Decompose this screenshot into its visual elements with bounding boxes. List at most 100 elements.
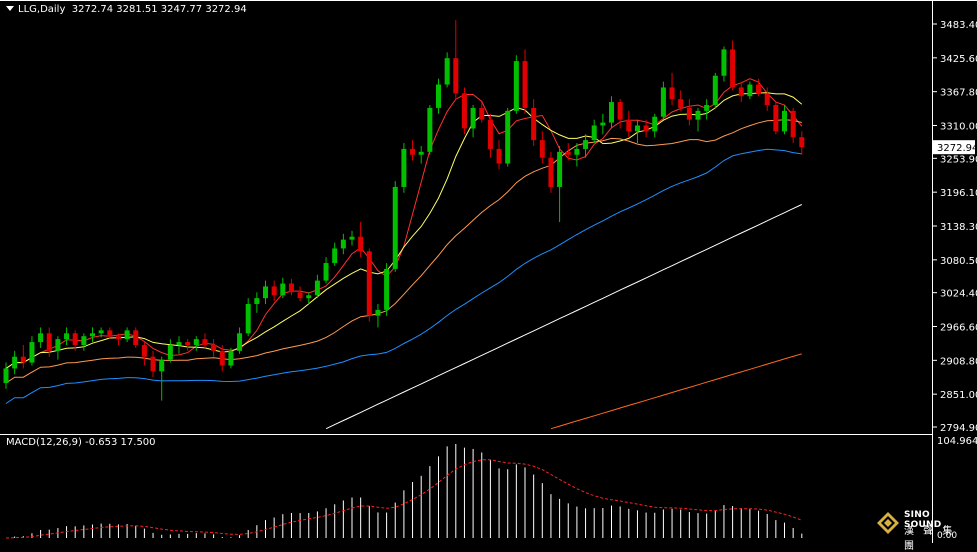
- candle-body: [124, 330, 130, 340]
- candle-body: [669, 87, 675, 100]
- candle-body: [721, 49, 727, 76]
- candle-body: [141, 344, 147, 357]
- candle-body: [695, 110, 701, 120]
- candle-body: [72, 333, 78, 345]
- candle-body: [185, 342, 191, 345]
- ma-white-line: [325, 204, 803, 430]
- price-tick-label: 3196.10: [940, 188, 977, 199]
- candle-body: [202, 339, 208, 345]
- candle-body: [418, 151, 424, 155]
- candle-body: [782, 110, 787, 132]
- candle-body: [332, 248, 338, 264]
- ma-yellow-line: [5, 92, 803, 369]
- candle-body: [358, 236, 364, 252]
- candle-body: [479, 107, 485, 120]
- candle-body: [64, 333, 70, 340]
- candle-body: [591, 125, 597, 141]
- candle-body: [548, 157, 554, 187]
- candle-body: [764, 93, 770, 106]
- candle-body: [704, 105, 710, 111]
- candle-body: [211, 344, 217, 351]
- candle-body: [513, 61, 519, 111]
- candle-body: [271, 286, 277, 296]
- candle-body: [384, 268, 390, 310]
- candle-body: [193, 339, 199, 345]
- price-tick-label: 2966.60: [940, 322, 977, 333]
- candle-body: [626, 119, 632, 132]
- candle-body: [496, 148, 502, 164]
- candle-body: [392, 186, 398, 269]
- candle-body: [505, 110, 511, 164]
- candle-body: [288, 283, 294, 293]
- chart-header: LLG,Daily 3272.74 3281.51 3247.77 3272.9…: [6, 4, 247, 15]
- candle-body: [150, 356, 156, 372]
- candle-body: [323, 263, 329, 281]
- candle-body: [609, 102, 614, 123]
- price-tick-label: 3367.80: [940, 88, 977, 99]
- candle-body: [487, 119, 493, 149]
- candle-body: [522, 61, 528, 108]
- candle-body: [799, 137, 805, 148]
- candle-body: [306, 295, 312, 299]
- price-tick-label: 3080.50: [940, 256, 977, 267]
- candle-body: [730, 49, 736, 88]
- symbol-label: LLG,Daily: [18, 4, 66, 15]
- candle-body: [790, 110, 796, 138]
- price-tick-label: 3138.30: [940, 222, 977, 233]
- price-tick-label: 3310.00: [940, 121, 977, 132]
- candle-body: [617, 102, 623, 120]
- candle-body: [634, 125, 640, 132]
- candle-body: [600, 122, 606, 126]
- candle-body: [159, 359, 165, 372]
- sino-sound-logo: SINO SOUND 漢 聲 集 團: [877, 508, 969, 552]
- candle-body: [55, 339, 61, 351]
- diamond-logo-icon: [877, 512, 899, 534]
- candle-body: [531, 107, 537, 141]
- candle-body: [297, 292, 303, 299]
- candle-body: [738, 87, 744, 97]
- current-price-label: 3272.94: [937, 143, 977, 154]
- candle-body: [314, 280, 320, 296]
- logo-name: SINO SOUND: [904, 510, 942, 530]
- candle-body: [29, 342, 35, 363]
- candle-body: [219, 350, 225, 366]
- candle-body: [340, 239, 346, 249]
- candle-body: [12, 356, 18, 369]
- candle-body: [470, 107, 476, 129]
- candle-body: [38, 333, 44, 343]
- candle-body: [366, 251, 372, 316]
- candle-body: [81, 336, 87, 345]
- candle-body: [263, 286, 268, 299]
- price-tick-label: 2851.00: [940, 390, 977, 401]
- candle-body: [427, 107, 433, 152]
- price-tick-label: 3483.40: [940, 20, 977, 31]
- ma-fast-line: [5, 78, 803, 369]
- price-tick-label: 2908.80: [940, 356, 977, 367]
- candle-body: [3, 368, 9, 384]
- candle-body: [453, 58, 459, 94]
- candle-body: [643, 125, 649, 132]
- candle-body: [107, 330, 113, 337]
- macd-axis-bottom: 0.00: [937, 531, 957, 541]
- candle-body: [280, 283, 286, 296]
- ohlc-readout: 3272.74 3281.51 3247.77 3272.94: [71, 4, 247, 15]
- candle-body: [410, 148, 416, 155]
- candle-body: [539, 140, 545, 158]
- candle-body: [652, 116, 658, 132]
- candle-body: [712, 75, 718, 106]
- candle-body: [115, 336, 121, 340]
- dropdown-triangle-icon[interactable]: [6, 6, 14, 11]
- candle-body: [167, 344, 173, 360]
- macd-axis-top: 104.964: [937, 436, 977, 447]
- candle-body: [583, 140, 589, 149]
- candle-body: [401, 148, 407, 187]
- candle-body: [565, 151, 571, 155]
- price-tick-label: 3425.60: [940, 54, 977, 65]
- candle-body: [574, 148, 580, 155]
- candle-body: [747, 84, 753, 97]
- ma-long-line: [550, 353, 802, 430]
- candle-body: [176, 342, 182, 345]
- logo-chinese-name: 漢 聲 集 團: [904, 526, 956, 552]
- current-price-box: [933, 140, 975, 155]
